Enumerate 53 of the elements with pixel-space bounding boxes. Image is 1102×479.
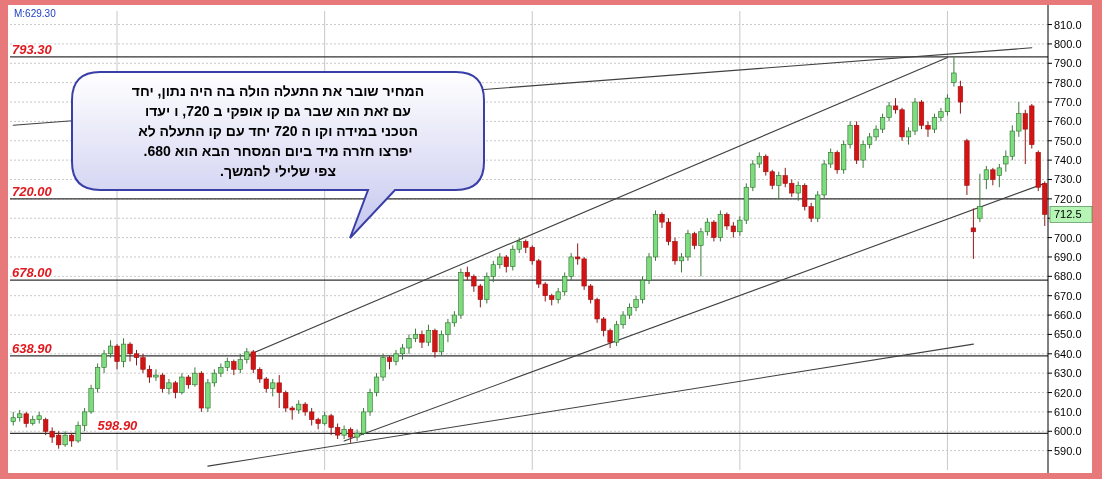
y-tick-label: 740.0 xyxy=(1054,154,1082,167)
candlestick xyxy=(425,324,432,347)
ref-line-label: 793.30 xyxy=(12,41,53,57)
y-tick-label: 730.0 xyxy=(1054,173,1082,186)
candlestick xyxy=(419,330,425,349)
candlestick xyxy=(957,80,963,115)
candlestick xyxy=(996,163,1002,188)
candlestick xyxy=(711,219,717,242)
y-tick-label: 660.0 xyxy=(1054,309,1082,322)
candlestick xyxy=(192,366,198,388)
y-tick-label: 690.0 xyxy=(1054,250,1082,263)
y-tick-label: 700.0 xyxy=(1054,231,1082,244)
candlestick xyxy=(120,337,127,368)
y-tick-label: 790.0 xyxy=(1054,57,1082,70)
candlestick xyxy=(114,343,120,370)
candlestick xyxy=(153,368,159,382)
candlestick xyxy=(970,208,976,260)
candlestick xyxy=(717,209,723,242)
ref-line-label: 598.90 xyxy=(97,418,139,434)
ref-line-label: 720.00 xyxy=(12,183,53,199)
y-tick-label: 780.0 xyxy=(1054,76,1082,89)
candlestick xyxy=(166,378,172,395)
y-tick-label: 600.0 xyxy=(1054,425,1082,438)
y-tick-label: 610.0 xyxy=(1054,405,1082,418)
y-tick-label: 630.0 xyxy=(1054,367,1082,380)
candlestick xyxy=(179,372,185,395)
y-tick-label: 760.0 xyxy=(1054,115,1082,128)
candlestick xyxy=(159,372,166,394)
y-tick-label: 800.0 xyxy=(1054,37,1082,50)
annotation: המחיר שובר את התעלה הולה בה היה נתון, יחד עם זאת הוא שבר גם קו אופקי ב 720, ו יעדו הטכני במידה וקו ה 720 יחד עם קו התעלה לא יפרצו חזרה מיד ביום המסחר הבא הוא 680. צפי שלילי להמשך. xyxy=(131,83,425,179)
candlestick xyxy=(432,328,438,359)
y-tick-label: 810.0 xyxy=(1054,18,1082,31)
candlestick xyxy=(795,180,801,202)
y-tick-label: 650.0 xyxy=(1054,328,1082,341)
candlestick xyxy=(341,424,347,440)
candlestick xyxy=(776,171,782,200)
y-tick-label: 720.0 xyxy=(1054,192,1082,205)
y-tick-label: 770.0 xyxy=(1054,96,1082,109)
candlestick xyxy=(977,173,983,223)
annotation: M:629.30 xyxy=(14,8,57,19)
y-tick-label: 670.0 xyxy=(1054,289,1082,302)
callout: המחיר שובר את התעלה הולה בה היה נתון, יחד עם זאת הוא שבר גם קו אופקי ב 720, ו יעדו הטכני במידה וקו ה 720 יחד עם קו התעלה לא יפרצו חזרה מיד ביום המסחר הבא הוא 680. צפי שלילי להמשך. xyxy=(71,71,485,239)
y-tick-label: 590.0 xyxy=(1054,444,1082,457)
y-tick-label: 620.0 xyxy=(1054,386,1082,399)
ref-line-label: 638.90 xyxy=(12,340,53,356)
candlestick xyxy=(834,149,840,175)
price-tag: 712.5 xyxy=(1049,206,1093,223)
y-tick-label: 680.0 xyxy=(1054,270,1082,283)
y-tick-label: 750.0 xyxy=(1054,134,1082,147)
ref-line-label: 678.00 xyxy=(12,265,53,281)
candlestick xyxy=(983,165,989,190)
y-tick-label: 640.0 xyxy=(1054,347,1082,360)
candlestick xyxy=(951,56,957,88)
